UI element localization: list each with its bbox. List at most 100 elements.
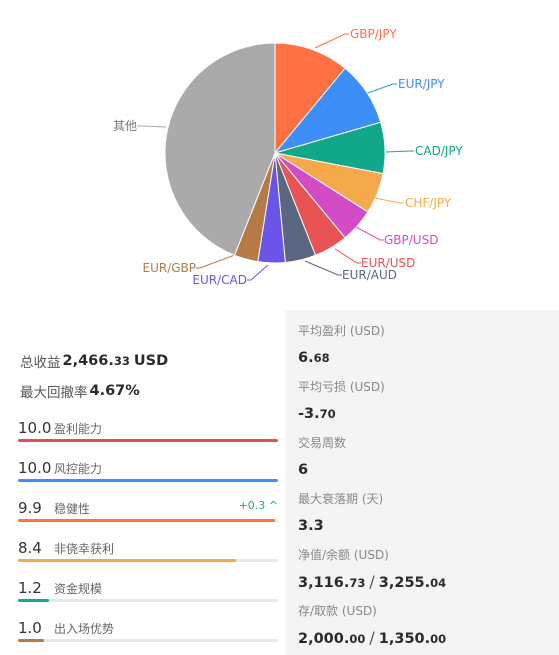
deposit-withdraw-stat: 存/取款 (USD) 2,000.00/1,350.00 <box>298 602 446 648</box>
avg-loss-label: 平均亏损 (USD) <box>298 380 385 394</box>
equity-dec: 73 <box>349 576 366 590</box>
score-label: 非侥幸获利 <box>54 541 115 556</box>
score-fill <box>18 519 276 522</box>
score-label: 风控能力 <box>54 461 103 476</box>
equity-int: 3,116. <box>298 575 350 591</box>
score-value: 10.0 <box>18 459 52 477</box>
score-item: 8.4 非侥幸获利 <box>18 534 278 574</box>
total-profit-unit: USD <box>133 353 169 369</box>
score-track <box>18 479 278 482</box>
pie-label-leader <box>314 33 349 49</box>
score-label: 资金规模 <box>54 581 103 596</box>
avg-profit-value: 6.68 <box>298 348 385 368</box>
pie-chart: GBP/JPY EUR/JPY CAD/JPY CHF/JPY GBP/USD EUR/U… <box>0 0 559 300</box>
score-header: 1.2 资金规模 <box>18 578 278 598</box>
stats-panel: 平均盈利 (USD) 6.68 平均亏损 (USD) -3.70 交易周数 6 … <box>285 310 559 655</box>
score-track <box>18 439 278 442</box>
score-track <box>18 599 278 602</box>
pie-label: EUR/AUD <box>342 268 397 282</box>
max-stagnation-label: 最大衰落期 (天) <box>298 492 384 506</box>
separator-slash: / <box>369 628 375 647</box>
avg-loss-value: -3.70 <box>298 404 385 424</box>
max-drawdown-value: 4.67% <box>89 383 140 399</box>
score-label: 稳健性 <box>54 501 91 516</box>
score-item: 9.9 稳健性 +0.3 ^ <box>18 494 278 534</box>
deposit-dec: 00 <box>349 632 366 646</box>
summary-panel: 总收益 2,466.33 USD 最大回撤率 4.67% <box>20 346 280 406</box>
pie-label-leader <box>355 226 384 241</box>
avg-profit-label: 平均盈利 (USD) <box>298 324 385 338</box>
trades-label: 交易周数 <box>298 436 347 450</box>
score-fill <box>18 639 44 642</box>
score-fill <box>18 479 278 482</box>
score-value: 10.0 <box>18 419 52 437</box>
separator-slash: / <box>369 572 375 591</box>
score-label: 出入场优势 <box>54 621 115 636</box>
max-stagnation-stat: 最大衰落期 (天) 3.3 <box>298 490 383 536</box>
score-item: 1.0 出入场优势 <box>18 614 278 654</box>
score-item: 1.2 资金规模 <box>18 574 278 614</box>
pie-label-leader <box>374 197 404 204</box>
balance-int: 3,255. <box>378 575 431 591</box>
avg-profit-int: 6. <box>298 350 314 366</box>
score-value: 9.9 <box>18 499 42 517</box>
equity-balance-value: 3,116.73/3,255.04 <box>298 572 446 592</box>
deposit-withdraw-value: 2,000.00/1,350.00 <box>298 628 446 648</box>
pie-slice[interactable] <box>164 42 276 256</box>
pie-chart-svg: GBP/JPY EUR/JPY CAD/JPY CHF/JPY GBP/USD EUR/U… <box>113 27 463 287</box>
trades-stat: 交易周数 6 <box>298 434 346 480</box>
score-header: 10.0 盈利能力 <box>18 418 278 438</box>
score-fill <box>18 599 50 602</box>
score-delta: +0.3 ^ <box>238 499 278 512</box>
deposit-int: 2,000. <box>298 631 350 647</box>
score-item: 10.0 盈利能力 <box>18 414 278 454</box>
total-profit-int: 2,466. <box>62 353 114 369</box>
score-value: 8.4 <box>18 539 42 557</box>
pie-label-leader <box>137 125 167 128</box>
score-list: 10.0 盈利能力 10.0 风控能力 9.9 稳健性 +0.3 ^ 8.4 非侥幸获利 1.2 资… <box>18 414 278 654</box>
score-track <box>18 639 278 642</box>
pie-label: GBP/JPY <box>350 27 397 41</box>
balance-dec: 04 <box>430 576 447 590</box>
score-value: 1.2 <box>18 579 42 597</box>
pie-label-leader <box>334 248 361 264</box>
score-header: 9.9 稳健性 <box>18 498 278 518</box>
avg-loss-stat: 平均亏损 (USD) -3.70 <box>298 378 385 424</box>
score-track <box>18 559 278 562</box>
pie-label-leader <box>385 150 414 153</box>
pie-label-leader <box>367 83 397 94</box>
score-header: 8.4 非侥幸获利 <box>18 538 278 558</box>
avg-loss-int: -3. <box>298 406 320 422</box>
score-header: 10.0 风控能力 <box>18 458 278 478</box>
deposit-withdraw-label: 存/取款 (USD) <box>298 604 377 618</box>
score-label: 盈利能力 <box>54 421 103 436</box>
pie-label-leader <box>304 260 342 276</box>
avg-profit-dec: 68 <box>313 351 330 365</box>
score-header: 1.0 出入场优势 <box>18 618 278 638</box>
pie-label: CAD/JPY <box>415 144 463 158</box>
max-drawdown-label: 最大回撤率 <box>20 385 88 401</box>
avg-loss-dec: 70 <box>319 407 336 421</box>
avg-profit-stat: 平均盈利 (USD) 6.68 <box>298 322 385 368</box>
withdraw-int: 1,350. <box>378 631 431 647</box>
trades-value: 6 <box>298 462 309 478</box>
score-item: 10.0 风控能力 <box>18 454 278 494</box>
max-drawdown-row: 最大回撤率 4.67% <box>20 376 280 406</box>
pie-label: CHF/JPY <box>405 196 452 210</box>
equity-balance-stat: 净值/余额 (USD) 3,116.73/3,255.04 <box>298 546 446 592</box>
equity-balance-label: 净值/余额 (USD) <box>298 548 389 562</box>
pie-label-leader <box>196 252 241 269</box>
pie-label: EUR/GBP <box>142 261 196 275</box>
score-fill <box>18 439 278 442</box>
pie-label-leader <box>247 264 269 281</box>
score-track <box>18 519 278 522</box>
pie-label: EUR/JPY <box>398 77 445 91</box>
pie-slice[interactable] <box>274 42 346 155</box>
score-value: 1.0 <box>18 619 42 637</box>
pie-label: EUR/CAD <box>192 273 247 287</box>
pie-label: EUR/USD <box>361 256 415 270</box>
total-profit-row: 总收益 2,466.33 USD <box>20 346 280 376</box>
withdraw-dec: 00 <box>430 632 447 646</box>
pie-label: 其他 <box>113 119 137 133</box>
pie-label: GBP/USD <box>384 233 438 247</box>
